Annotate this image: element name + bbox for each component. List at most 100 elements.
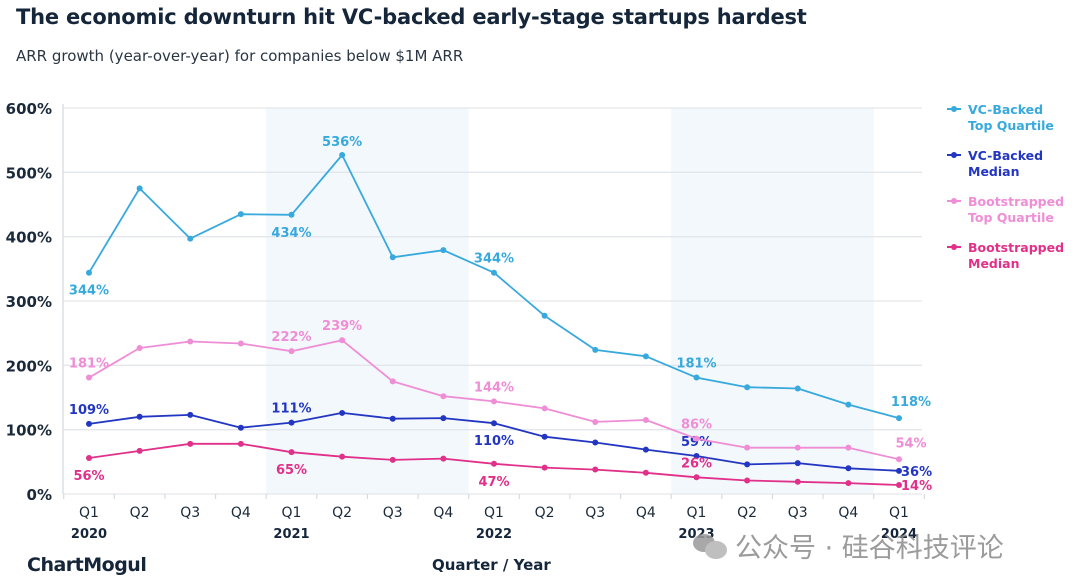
data-label: 59% [681, 435, 712, 450]
x-tick-label: Q3 [585, 505, 605, 521]
y-tick-label: 600% [6, 100, 52, 118]
x-tick-label: Q1 [889, 505, 909, 521]
legend-marker-icon [947, 244, 961, 250]
x-tick-label: Q4 [231, 505, 251, 521]
data-label: 109% [69, 403, 109, 418]
data-point [288, 419, 295, 426]
chart-subtitle: ARR growth (year-over-year) for companie… [16, 47, 464, 65]
data-point [845, 480, 852, 487]
data-label: 36% [901, 465, 932, 480]
data-point [288, 211, 295, 218]
legend-label-line2: Median [968, 256, 1020, 271]
data-point [794, 478, 801, 485]
data-point [744, 461, 751, 468]
data-label: 434% [271, 226, 311, 241]
data-label: 222% [271, 330, 311, 345]
data-point [237, 211, 244, 218]
data-point [794, 385, 801, 392]
data-point [136, 185, 143, 192]
data-label: 26% [681, 456, 712, 471]
data-point [237, 340, 244, 347]
x-year-label: 2022 [476, 527, 512, 542]
x-tick-label: Q1 [79, 505, 99, 521]
legend-label-line1: VC-Backed [968, 148, 1044, 163]
data-point [491, 460, 497, 467]
x-tick-label: Q1 [282, 505, 302, 521]
data-point [896, 481, 902, 488]
data-point [794, 444, 801, 451]
x-tick-label: Q2 [332, 505, 352, 521]
y-tick-label: 400% [6, 229, 52, 247]
data-label: 536% [322, 135, 362, 150]
legend-marker-icon [947, 106, 961, 112]
data-point [389, 254, 396, 261]
data-point [288, 449, 295, 456]
x-tick-label: Q1 [687, 505, 707, 521]
x-year-label: 2021 [273, 527, 309, 542]
legend-item-bootstrapped-top-quartile[interactable]: Bootstrapped Top Quartile [945, 194, 1080, 226]
data-point [237, 440, 244, 447]
legend: VC-Backed Top Quartile VC-Backed Median … [945, 102, 1080, 286]
data-point [389, 456, 396, 463]
data-point [440, 415, 447, 422]
x-year-label: 2020 [71, 527, 107, 542]
data-point [896, 467, 902, 474]
y-tick-label: 200% [6, 357, 52, 375]
chart-title: The economic downturn hit VC-backed earl… [16, 5, 807, 29]
data-point [237, 424, 244, 431]
data-point [541, 312, 548, 319]
data-point [440, 455, 447, 462]
wechat-icon [693, 532, 727, 560]
data-label: 344% [69, 284, 109, 299]
legend-label-line1: Bootstrapped [968, 240, 1065, 255]
data-point [541, 433, 548, 440]
x-tick-label: Q3 [383, 505, 403, 521]
data-point [288, 348, 295, 355]
data-point [187, 440, 194, 447]
x-tick-label: Q4 [636, 505, 656, 521]
data-label: 344% [474, 252, 514, 267]
data-point [339, 151, 346, 158]
watermark: 公众号 · 硅谷科技评论 [693, 526, 1004, 565]
chartmogul-logo: ChartMogul [27, 554, 147, 576]
legend-item-vc-median[interactable]: VC-Backed Median [945, 148, 1080, 180]
data-point [592, 418, 599, 425]
data-point [339, 337, 346, 344]
data-point [440, 247, 447, 254]
data-point [86, 420, 92, 427]
data-label: 56% [73, 469, 104, 484]
data-point [896, 415, 902, 422]
data-point [642, 417, 649, 424]
data-point [744, 444, 751, 451]
x-axis-title: Quarter / Year [432, 556, 551, 574]
legend-label-line1: VC-Backed [968, 102, 1044, 117]
legend-marker-icon [947, 152, 961, 158]
y-tick-label: 300% [6, 293, 52, 311]
x-tick-label: Q2 [130, 505, 150, 521]
watermark-text: 公众号 · 硅谷科技评论 [735, 533, 1004, 564]
data-point [693, 453, 700, 460]
data-point [136, 447, 143, 454]
data-point [86, 269, 92, 276]
data-point [693, 435, 700, 442]
data-point [541, 405, 548, 412]
data-label: 47% [478, 475, 509, 490]
data-label: 111% [271, 402, 311, 417]
legend-item-bootstrapped-median[interactable]: Bootstrapped Median [945, 240, 1080, 272]
legend-item-vc-top-quartile[interactable]: VC-Backed Top Quartile [945, 102, 1080, 134]
data-label: 181% [69, 357, 109, 372]
x-tick-label: Q2 [535, 505, 555, 521]
data-label: 14% [901, 479, 932, 494]
data-point [794, 460, 801, 467]
data-point [491, 420, 497, 427]
data-point [845, 444, 852, 451]
x-year-label: 2024 [881, 527, 917, 542]
data-point [389, 378, 396, 385]
data-label: 86% [681, 418, 712, 433]
data-point [693, 474, 700, 481]
legend-label-line2: Top Quartile [968, 118, 1054, 133]
data-label: 181% [676, 357, 716, 372]
data-point [86, 454, 92, 461]
data-point [187, 235, 194, 242]
